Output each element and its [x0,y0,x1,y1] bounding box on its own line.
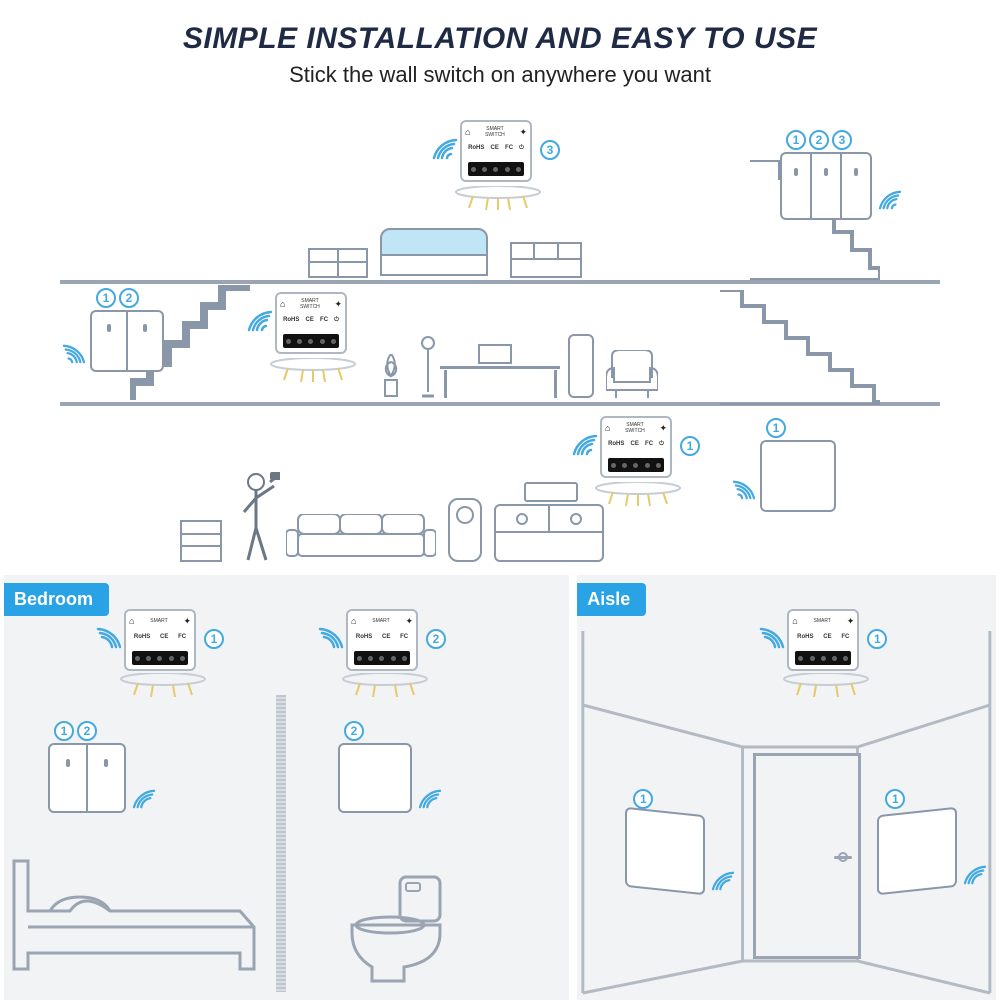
wifi-icon [418,789,442,814]
sofa-icon [286,514,436,562]
switch-numbers: 1 [885,789,905,809]
desk-leg-icon [444,370,447,398]
smart-module-icon: ⌂SMARTSWITCH✦ RoHS⏻ [600,416,672,478]
wifi-icon [247,310,273,337]
tv-cabinet-icon [494,504,604,562]
wifi-icon [711,871,735,896]
monitor-icon [478,344,512,364]
wall-switch-2gang [90,310,164,372]
switch-numbers: 2 [344,721,364,741]
wifi-icon [96,627,122,654]
ceiling-light-icon [118,673,208,697]
bed-icon [10,857,258,985]
badge-number: 1 [680,436,700,456]
smart-module-icon: ⌂SMARTSWITCH✦ RoHS⏻ [275,292,347,354]
wall-switch-1gang [760,440,836,512]
badge-number: 3 [540,140,560,160]
smart-module-icon: ⌂SMART✦ RoHS [346,609,418,671]
floor-lamp-icon [420,336,436,398]
wifi-icon [132,789,156,814]
wall-switch-1gang [625,807,705,895]
person-icon [240,472,280,562]
desk-leg-icon [554,370,557,398]
wall-switch-1gang [877,807,957,895]
wifi-icon [732,480,756,505]
wifi-icon [572,434,598,461]
bedroom-panel: Bedroom ⌂SMART✦ RoHS 1 ⌂SMART✦ RoHS 2 [4,575,569,1000]
floor-line-1 [60,280,940,284]
dresser-icon [308,248,368,278]
ceiling-light-icon [781,673,871,697]
wall-switch-3gang [780,152,872,220]
switch-numbers: 1 2 [54,721,97,741]
shelves-icon [510,242,582,278]
door-icon [753,753,861,959]
wifi-icon [759,627,785,654]
bottom-panels: Bedroom ⌂SMART✦ RoHS 1 ⌂SMART✦ RoHS 2 [0,575,1000,1000]
ceiling-light-icon [268,358,358,382]
wall-switch-2gang [48,743,126,813]
desk-icon [440,366,560,372]
smart-module-icon: ⌂SMART✦ RoHS [787,609,859,671]
ceiling-light-icon [340,673,430,697]
room-divider [276,695,286,992]
smart-module-icon: ⌂SMART✦ RoHS [124,609,196,671]
speaker-icon [568,334,594,398]
aisle-panel: Aisle ⌂SMART✦ RoHS 1 1 [577,575,996,1000]
wifi-icon [432,138,458,165]
stairs-right-bottom-icon [720,290,880,405]
bed-headboard-icon [380,228,488,278]
smart-module-icon: ⌂SMARTSWITCH✦ RoHS⏻ [460,120,532,182]
page-title: SIMPLE INSTALLATION AND EASY TO USE [0,0,1000,56]
plant-icon [380,354,402,398]
badge-number: 2 [426,629,446,649]
wifi-icon [318,627,344,654]
armchair-icon [606,350,658,398]
toilet-icon [344,875,454,985]
ceiling-light-icon [593,482,683,506]
heater-icon [448,498,482,562]
ceiling-light-icon [453,186,543,210]
wifi-icon [878,190,902,215]
house-diagram: ⌂SMARTSWITCH✦ RoHS⏻ 3 ⌂SMARTSWITCH✦ RoHS… [60,100,940,565]
badge-number: 1 [204,629,224,649]
wall-switch-1gang [338,743,412,813]
top-infographic: SIMPLE INSTALLATION AND EASY TO USE Stic… [0,0,1000,575]
wifi-icon [62,344,86,369]
page-subtitle: Stick the wall switch on anywhere you wa… [0,62,1000,88]
bedroom-label: Bedroom [4,583,109,616]
wifi-icon [963,865,987,890]
switch-numbers: 1 2 3 [786,130,852,150]
switch-numbers: 1 2 [96,288,139,308]
side-table-icon [180,520,222,562]
switch-numbers: 1 [766,418,786,438]
switch-numbers: 1 [633,789,653,809]
